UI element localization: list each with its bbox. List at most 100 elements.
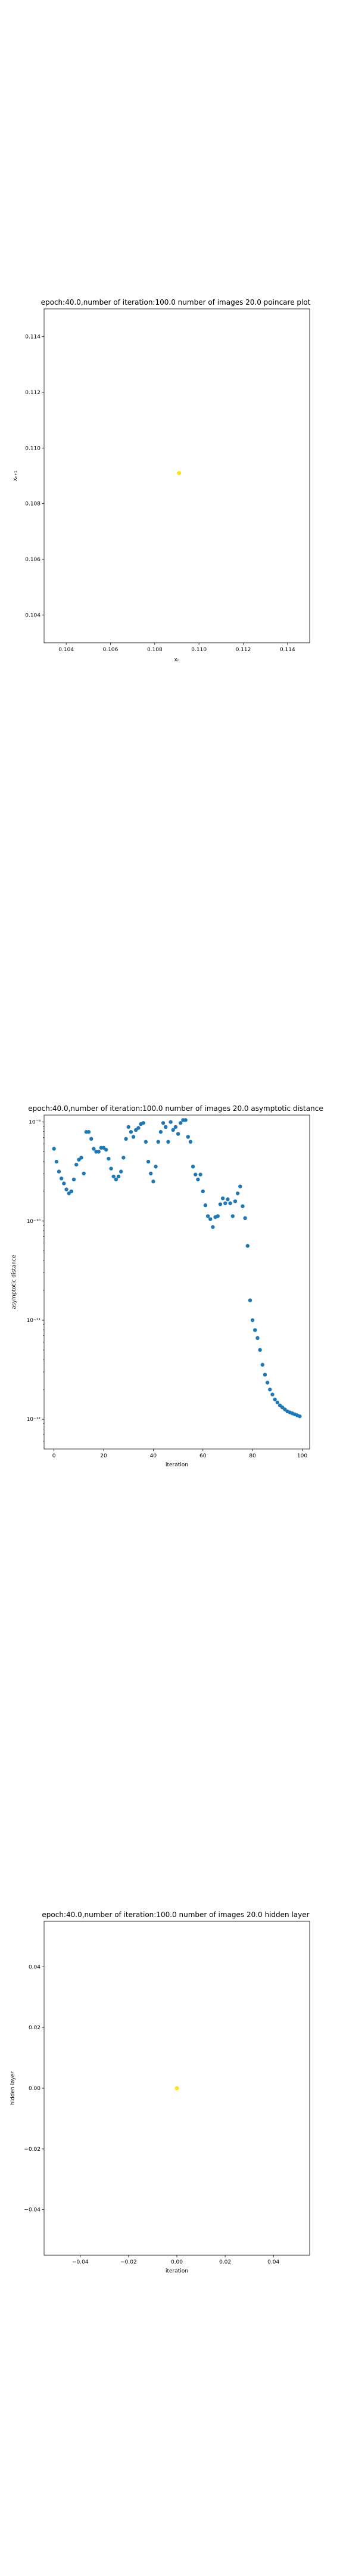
data-point — [114, 1177, 119, 1182]
data-point — [191, 1165, 195, 1169]
data-point — [151, 1179, 155, 1184]
data-point — [59, 1176, 64, 1181]
x-tick-label: 0.104 — [58, 647, 74, 653]
data-point — [166, 1140, 170, 1144]
data-point — [119, 1169, 123, 1174]
data-point — [116, 1174, 121, 1179]
poincare-x-ticks: 0.104 0.106 0.108 0.110 0.112 0.114 — [58, 643, 295, 653]
poincare-title: epoch:40.0,number of iteration:100.0 num… — [41, 298, 311, 306]
data-point — [107, 1156, 111, 1161]
y-tick-label: 0.114 — [25, 335, 40, 340]
data-point — [238, 1184, 242, 1188]
x-tick-label: −0.02 — [120, 2259, 137, 2265]
data-point — [223, 1201, 227, 1206]
data-point — [260, 1363, 265, 1367]
x-tick-label: −0.04 — [72, 2259, 89, 2265]
data-point — [179, 1121, 183, 1125]
data-point — [250, 1318, 255, 1323]
data-point — [89, 1137, 93, 1141]
data-point — [86, 1130, 91, 1134]
data-point — [111, 1174, 116, 1179]
data-point — [253, 1328, 257, 1332]
y-tick-label: 0.108 — [25, 501, 40, 507]
data-point — [121, 1156, 126, 1160]
data-point — [156, 1140, 160, 1144]
data-point — [220, 1196, 225, 1200]
data-point — [205, 1214, 210, 1218]
data-point — [64, 1187, 68, 1191]
data-point — [208, 1217, 213, 1221]
poincare-axes-frame — [43, 308, 310, 643]
data-point — [230, 1214, 235, 1218]
data-point — [74, 1162, 79, 1167]
asymptotic-distance-plot: epoch:40.0,number of iteration:100.0 num… — [11, 1104, 323, 1468]
data-point — [149, 1171, 153, 1176]
asymptotic-y-ticks: 10⁻⁹ 10⁻¹⁰ 10⁻¹¹ 10⁻¹² — [27, 1120, 44, 1442]
hidden-layer-plot: epoch:40.0,number of iteration:100.0 num… — [10, 1911, 310, 2274]
data-point — [201, 1189, 205, 1194]
y-tick-label: 0.104 — [25, 612, 40, 618]
data-point — [194, 1172, 198, 1176]
data-point — [164, 1125, 168, 1129]
data-point — [235, 1191, 240, 1196]
data-point — [263, 1373, 267, 1377]
data-point — [79, 1156, 83, 1160]
data-point — [54, 1159, 59, 1164]
data-point — [243, 1216, 247, 1221]
x-tick-label: 0.04 — [267, 2259, 279, 2265]
data-point — [126, 1125, 130, 1129]
y-tick-label: 0.110 — [25, 445, 40, 451]
y-tick-label: 0.00 — [29, 2086, 40, 2092]
x-tick-label: 0.02 — [219, 2259, 231, 2265]
data-point — [226, 1197, 230, 1202]
data-point — [275, 1400, 280, 1405]
y-tick-label: 0.04 — [29, 1964, 40, 1970]
y-tick-label: −0.04 — [24, 2207, 40, 2213]
data-point — [71, 1177, 76, 1182]
data-point — [268, 1388, 272, 1392]
data-point — [183, 1118, 188, 1122]
data-point — [154, 1165, 158, 1169]
data-point — [158, 1130, 163, 1134]
x-tick-label: 0.114 — [280, 647, 295, 653]
data-point — [82, 1171, 86, 1176]
asymptotic-points — [52, 1118, 302, 1419]
asymptotic-axes-frame — [43, 1114, 310, 1450]
data-point — [169, 1120, 173, 1124]
asymptotic-title: epoch:40.0,number of iteration:100.0 num… — [28, 1104, 323, 1113]
hidden-layer-x-label: iteration — [166, 2268, 188, 2274]
x-tick-label: 0.108 — [147, 647, 163, 653]
hidden-layer-title: epoch:40.0,number of iteration:100.0 num… — [42, 1911, 309, 1919]
y-tick-label: 10⁻¹¹ — [27, 1318, 41, 1324]
x-tick-label: 0.112 — [236, 647, 251, 653]
data-point — [228, 1201, 232, 1206]
data-point — [144, 1140, 148, 1144]
data-point — [69, 1189, 74, 1194]
data-point — [52, 1147, 56, 1151]
y-tick-label: 0.106 — [25, 557, 40, 563]
y-tick-label: −0.02 — [24, 2147, 40, 2153]
hidden-layer-points — [174, 2086, 179, 2091]
data-point — [173, 1125, 178, 1129]
x-tick-label: 0.106 — [103, 647, 119, 653]
y-tick-label: 10⁻¹² — [27, 1417, 41, 1423]
data-point — [124, 1137, 128, 1141]
data-point — [186, 1135, 190, 1139]
data-point — [131, 1135, 136, 1139]
data-point — [146, 1159, 151, 1164]
poincare-y-ticks: 0.104 0.106 0.108 0.110 0.112 0.114 — [25, 335, 44, 618]
x-tick-label: 0 — [52, 1453, 56, 1459]
data-point — [136, 1126, 141, 1130]
data-point — [177, 470, 182, 475]
y-tick-label: 10⁻¹⁰ — [27, 1219, 41, 1225]
data-point — [129, 1130, 133, 1134]
data-point — [196, 1177, 200, 1182]
asymptotic-x-ticks: 0 20 40 60 80 100 — [52, 1449, 307, 1459]
asymptotic-x-label: iteration — [166, 1462, 188, 1468]
x-tick-label: 0.110 — [191, 647, 207, 653]
data-point — [273, 1397, 277, 1402]
data-point — [211, 1225, 215, 1229]
poincare-y-label: xₙ₊₁ — [13, 470, 18, 481]
data-point — [174, 2086, 179, 2091]
